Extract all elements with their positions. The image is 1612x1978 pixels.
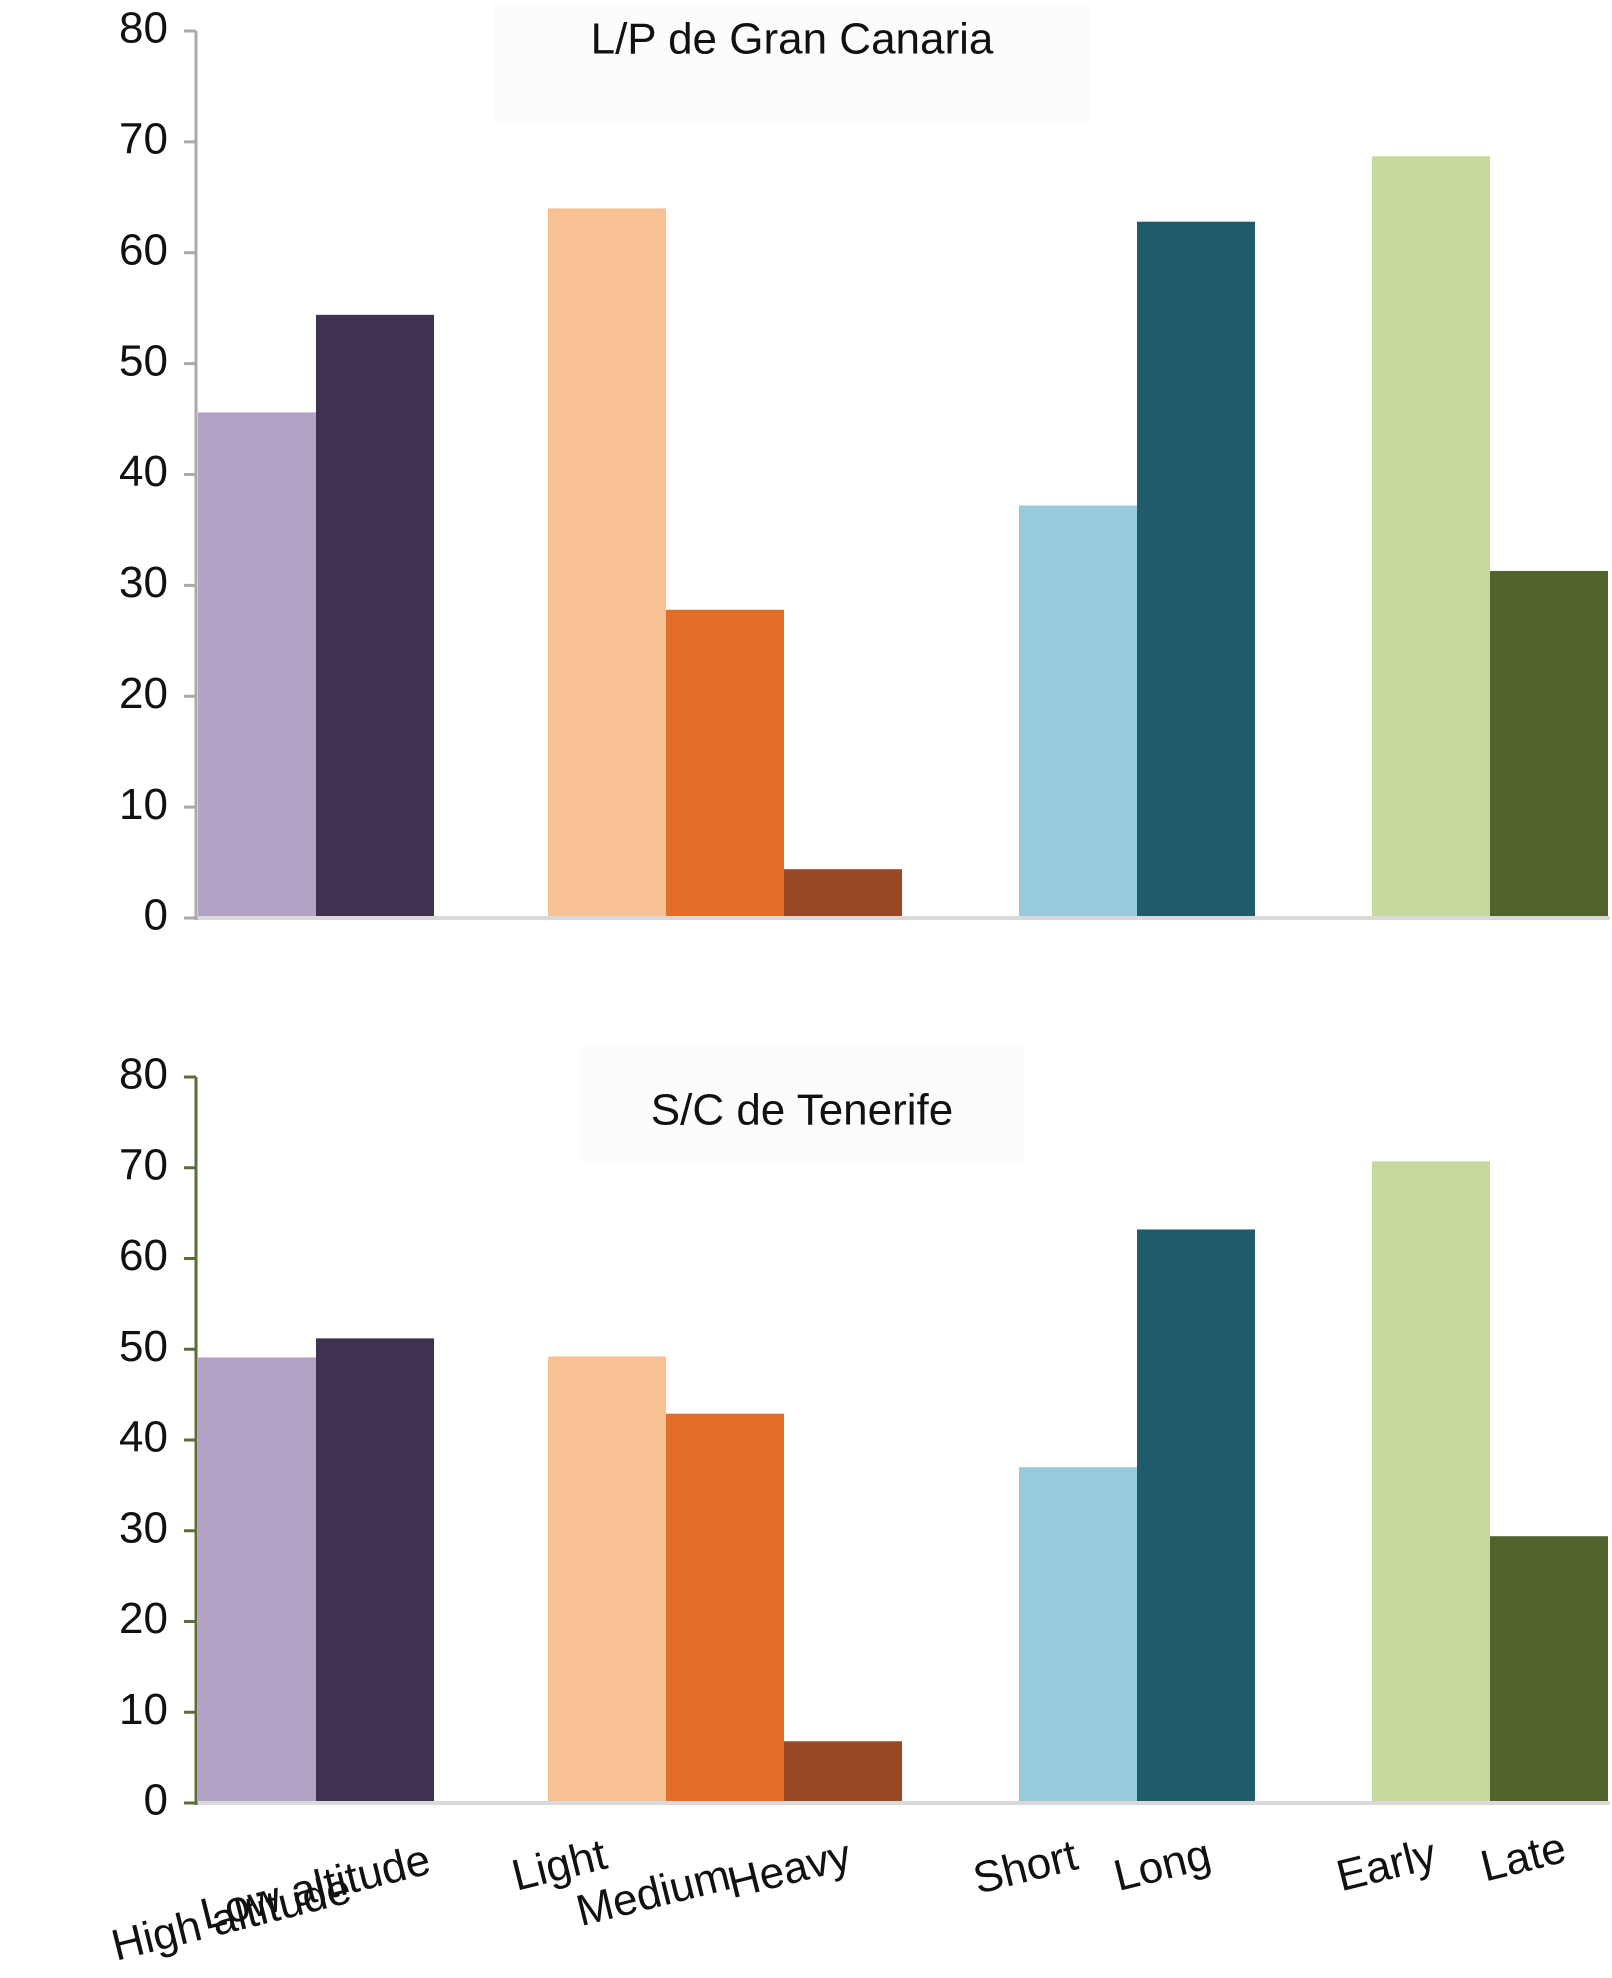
bar-early — [1372, 1161, 1490, 1803]
y-tick-label: 70 — [119, 115, 168, 164]
chart-panel-1: L/P de Gran Canaria 0 10 20 30 40 50 60 70 80 — [119, 2, 1610, 940]
y-tick-label: 60 — [119, 225, 168, 274]
y-tick-label: 20 — [119, 1594, 168, 1643]
bar-late — [1490, 1536, 1608, 1803]
bar-late — [1490, 570, 1608, 918]
chart-title-background — [580, 1045, 1024, 1163]
chart-title: L/P de Gran Canaria — [591, 15, 994, 64]
bar-low-altitude — [316, 314, 434, 919]
y-tick-label: 70 — [119, 1140, 168, 1189]
y-tick-label: 30 — [119, 1503, 168, 1552]
y-tick-label: 80 — [119, 1050, 168, 1099]
bar-heavy — [784, 869, 902, 918]
y-tick-label: 30 — [119, 558, 168, 607]
y-tick-label: 50 — [119, 1322, 168, 1371]
y-tick-label: 60 — [119, 1231, 168, 1280]
category-label-short: Short — [968, 1831, 1082, 1904]
bar-light — [548, 208, 666, 918]
category-label-long: Long — [1109, 1830, 1216, 1901]
bar-medium — [666, 1413, 784, 1803]
y-tick-label: 20 — [119, 669, 168, 718]
bar-low-altitude — [316, 1338, 434, 1803]
y-tick-label: 10 — [119, 1685, 168, 1734]
category-label-late: Late — [1476, 1823, 1571, 1891]
bar-early — [1372, 156, 1490, 918]
chart-title: S/C de Tenerife — [651, 1086, 953, 1135]
y-tick-label: 40 — [119, 1413, 168, 1462]
bar-long — [1137, 1229, 1255, 1803]
category-label-heavy: Heavy — [723, 1830, 856, 1908]
y-tick-label: 0 — [144, 1776, 168, 1825]
chart-title-background — [494, 2, 1090, 124]
bar-high-altitude — [198, 412, 316, 918]
y-tick-label: 80 — [119, 4, 168, 53]
bar-light — [548, 1356, 666, 1803]
y-tick-label: 50 — [119, 336, 168, 385]
category-label-early: Early — [1332, 1829, 1441, 1901]
bar-short — [1019, 505, 1137, 918]
bar-short — [1019, 1467, 1137, 1803]
bar-long — [1137, 221, 1255, 918]
y-tick-label: 0 — [144, 891, 168, 940]
bar-high-altitude — [198, 1357, 316, 1803]
bar-medium — [666, 609, 784, 918]
category-label-low-altitude: Low altitude — [195, 1835, 435, 1939]
bar-heavy — [784, 1741, 902, 1803]
chart-panel-2: S/C de Tenerife 0 10 20 30 40 50 60 70 80 — [119, 1045, 1610, 1825]
y-tick-label: 40 — [119, 447, 168, 496]
y-tick-label: 10 — [119, 780, 168, 829]
